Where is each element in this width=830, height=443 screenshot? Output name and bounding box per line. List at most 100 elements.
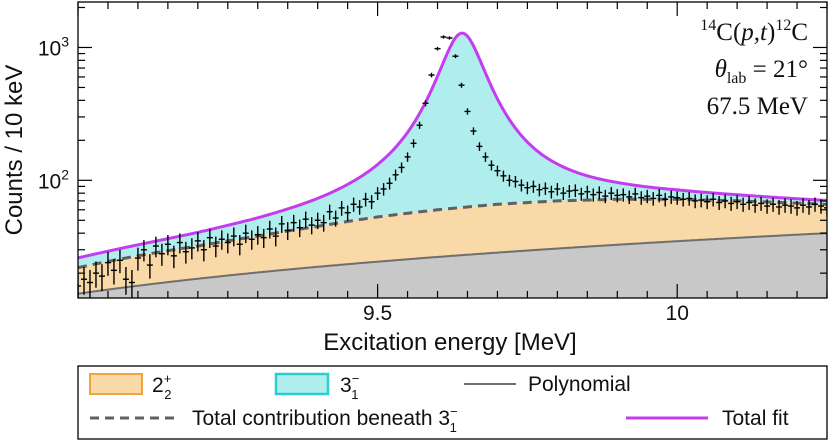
- data-point: [122, 267, 129, 295]
- y-tick-label: 102: [38, 166, 69, 193]
- y-axis-title: Counts / 10 keV: [1, 65, 28, 236]
- data-point: [572, 184, 579, 198]
- legend: 2+ 2 3− 1 Polynomial Total contribution be…: [77, 365, 828, 440]
- data-point: [410, 139, 417, 148]
- data-point: [398, 162, 405, 173]
- data-point: [272, 227, 279, 247]
- state-2-2-swatch: [89, 373, 143, 395]
- data-point: [776, 200, 783, 215]
- data-point: [446, 36, 453, 40]
- data-point: [602, 189, 609, 204]
- reaction-italic: p,t: [739, 19, 768, 46]
- data-point: [128, 269, 135, 298]
- data-point: [284, 222, 291, 241]
- data-point: [338, 200, 345, 216]
- data-point: [674, 191, 681, 205]
- data-point: [92, 261, 99, 288]
- data-point: [428, 72, 435, 78]
- data-point: [176, 233, 183, 254]
- state-3-1-name: 3: [340, 374, 352, 397]
- state-2-2-area: [78, 199, 827, 294]
- data-point: [512, 175, 519, 188]
- data-point: [314, 212, 321, 230]
- data-point: [464, 108, 471, 115]
- reaction-pre-sup: 14: [700, 17, 716, 34]
- polynomial-line: [78, 232, 827, 295]
- data-point: [548, 185, 555, 199]
- data-point: [620, 188, 627, 202]
- data-point: [662, 192, 669, 207]
- data-point: [458, 82, 465, 88]
- data-point: [362, 192, 369, 207]
- data-point: [242, 224, 249, 244]
- data-point: [686, 192, 693, 206]
- data-point: [320, 214, 327, 232]
- state-2-2-sup: +: [164, 371, 172, 386]
- svg-text:2+2: 2+ 2: [152, 371, 172, 402]
- total-beneath-name: Total contribution beneath 3: [192, 407, 450, 430]
- data-point: [266, 220, 273, 239]
- data-point: [698, 193, 705, 208]
- data-point: [494, 165, 501, 177]
- data-point: [392, 169, 399, 181]
- data-point: [716, 195, 723, 211]
- data-point: [416, 121, 423, 129]
- data-point: [212, 236, 219, 258]
- data-point: [812, 197, 819, 212]
- reaction-post-sup: 12: [775, 17, 791, 34]
- data-point: [434, 46, 441, 51]
- data-point: [704, 195, 711, 210]
- reaction-main: C(: [716, 19, 741, 46]
- data-point: [734, 195, 741, 210]
- data-point: [194, 231, 201, 252]
- data-point: [470, 127, 477, 135]
- data-point: [638, 191, 645, 205]
- data-point: [584, 185, 591, 199]
- data-point: [482, 152, 489, 162]
- data-point: [230, 227, 237, 247]
- data-point: [500, 170, 507, 182]
- data-point: [452, 54, 459, 59]
- data-point: [248, 230, 255, 250]
- angle-sub: lab: [727, 70, 747, 87]
- data-point: [98, 264, 105, 292]
- data-point: [332, 210, 339, 227]
- data-point: [554, 183, 561, 196]
- data-point: [692, 194, 699, 209]
- data-point: [164, 235, 171, 256]
- data-point: [680, 192, 687, 207]
- data-point: [488, 160, 495, 171]
- polynomial-legend-label: Polynomial: [528, 373, 631, 396]
- state-3-1-sup: −: [352, 371, 360, 386]
- data-point: [224, 233, 231, 254]
- data-point: [578, 187, 585, 201]
- state-3-1-swatch: [274, 372, 330, 396]
- y-tick-base: 10: [38, 37, 61, 60]
- data-point: [368, 195, 375, 210]
- data-point: [800, 198, 807, 213]
- data-point: [644, 189, 651, 204]
- data-point: [182, 241, 189, 264]
- state-3-1-sub: 1: [351, 387, 358, 402]
- data-point: [782, 198, 789, 213]
- polynomial-area: [78, 233, 827, 298]
- data-point: [188, 238, 195, 260]
- data-point: [626, 190, 633, 204]
- reaction-post: C: [791, 19, 808, 46]
- data-point: [518, 179, 525, 192]
- data-point: [770, 197, 777, 212]
- total-beneath-sub: 1: [450, 420, 457, 435]
- data-point: [326, 204, 333, 220]
- data-point: [374, 187, 381, 201]
- total-beneath-sup: −: [450, 404, 458, 419]
- data-point: [350, 197, 357, 212]
- total-fit-legend-label: Total fit: [722, 407, 789, 430]
- data-point: [134, 247, 141, 271]
- svg-text:14C(p,t)12C: 14C(p,t)12C: [700, 17, 808, 46]
- data-point: [344, 205, 351, 221]
- data-point: [218, 230, 225, 250]
- data-point: [794, 200, 801, 216]
- data-point: [116, 249, 123, 274]
- data-points: [78, 35, 827, 298]
- axis-ticks: [77, 2, 828, 298]
